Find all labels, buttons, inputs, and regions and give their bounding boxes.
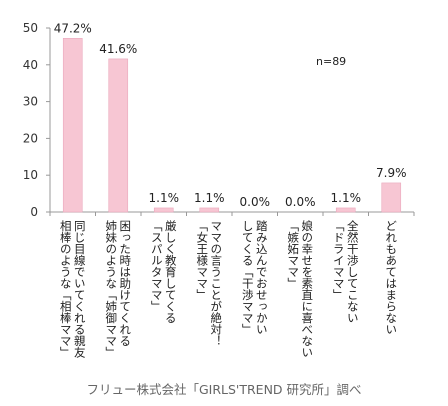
y-tick-label: 20 xyxy=(23,131,38,145)
category-label: 厳しく教育してくる xyxy=(164,219,178,323)
category-label: 「スパルタママ」 xyxy=(150,220,164,312)
bar xyxy=(381,182,402,213)
data-label: 47.2% xyxy=(54,21,92,35)
category-label: 相棒のような「相棒ママ」 xyxy=(59,220,73,358)
bar xyxy=(199,207,220,213)
category-label: 困った時は助けてくれる xyxy=(118,220,132,347)
category-label: 踏み込んでおせっかい xyxy=(255,219,269,335)
data-label: 0.0% xyxy=(285,195,316,209)
data-label: 1.1% xyxy=(331,191,362,205)
data-labels-group: 47.2% 41.6% 1.1% 1.1% 0.0% 0.0% 1.1% 7.9% xyxy=(54,21,407,209)
bar xyxy=(62,38,83,213)
sample-size-annotation: n=89 xyxy=(316,55,346,68)
category-label: してくる「干渉ママ」 xyxy=(241,220,255,335)
data-label: 1.1% xyxy=(194,191,225,205)
category-label: 娘の幸せを素直に喜べない xyxy=(300,219,314,358)
data-label: 0.0% xyxy=(240,195,271,209)
bar xyxy=(153,207,174,213)
bar xyxy=(335,207,356,213)
category-label: 同じ目線でいてくれる親友 xyxy=(73,220,87,358)
category-label: 姉妹のような「姉御ママ」 xyxy=(104,219,118,358)
bars-group xyxy=(62,38,402,213)
category-label: ママの言うことが絶対！ xyxy=(209,220,223,347)
data-label: 41.6% xyxy=(99,42,137,56)
bar xyxy=(108,58,129,213)
category-label: 全然干渉してこない xyxy=(346,219,360,323)
y-tick-label: 40 xyxy=(23,58,38,72)
category-label: 「女王様ママ」 xyxy=(195,220,209,301)
source-credit: フリュー株式会社「GIRLS'TREND 研究所」調べ xyxy=(86,382,362,397)
data-label: 1.1% xyxy=(149,191,180,205)
y-tick-label: 30 xyxy=(23,95,38,109)
y-tick-label: 0 xyxy=(30,205,38,219)
y-tick-label: 10 xyxy=(23,168,38,182)
category-label: どれもあてはまらない xyxy=(384,220,398,335)
y-tick-label: 50 xyxy=(23,21,38,35)
category-label: 「ドライママ」 xyxy=(332,220,346,301)
category-label: 「嫉妬ママ」 xyxy=(286,220,300,289)
data-label: 7.9% xyxy=(376,166,407,180)
